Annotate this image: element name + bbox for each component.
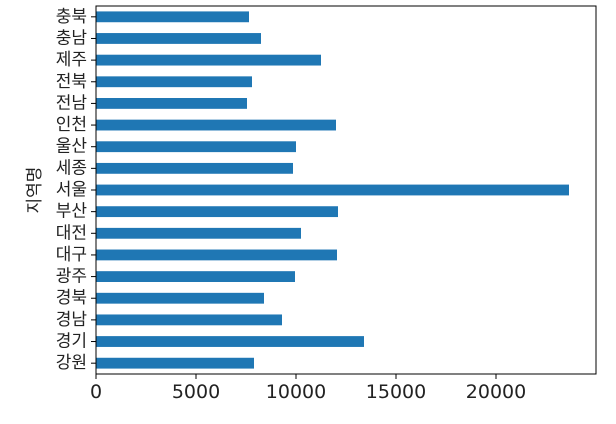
y-tick-label: 충북 xyxy=(56,7,87,27)
y-tick-label: 경북 xyxy=(56,288,87,308)
y-tick-label: 강원 xyxy=(56,353,87,373)
bar-경기 xyxy=(96,336,364,347)
bar-전남 xyxy=(96,98,247,109)
y-axis-label: 지역명 xyxy=(25,167,45,214)
y-tick-label: 대전 xyxy=(56,223,87,243)
bar-세종 xyxy=(96,162,293,174)
bar-강원 xyxy=(96,357,254,369)
bar-충북 xyxy=(96,11,249,23)
bar-서울 xyxy=(96,184,569,196)
x-tick-label: 5000 xyxy=(172,381,220,403)
y-tick-label: 서울 xyxy=(56,180,87,200)
y-tick-label: 경남 xyxy=(56,310,88,330)
y-tick-label: 전북 xyxy=(56,72,87,92)
y-tick-label: 충남 xyxy=(56,28,88,48)
x-tick-label: 15000 xyxy=(366,381,426,403)
y-tick-label: 제주 xyxy=(56,50,87,70)
y-tick-label: 세종 xyxy=(56,158,87,178)
plot-frame xyxy=(95,5,597,375)
y-tick-label: 인천 xyxy=(56,115,87,135)
bar-광주 xyxy=(96,271,295,282)
bar-대전 xyxy=(96,227,301,239)
bar-경북 xyxy=(96,292,264,304)
y-tick-label: 대구 xyxy=(56,245,87,265)
bar-울산 xyxy=(96,141,296,153)
x-axis-ticks: 0 5000 10000 15000 20000 xyxy=(90,374,526,403)
bar-대구 xyxy=(96,249,337,261)
bar-인천 xyxy=(96,119,336,131)
bar-전북 xyxy=(96,76,252,88)
y-tick-label: 광주 xyxy=(56,267,87,287)
bar-충남 xyxy=(96,33,261,44)
y-tick-label: 부산 xyxy=(56,202,88,222)
x-tick-label: 10000 xyxy=(266,381,326,403)
y-tick-label: 울산 xyxy=(56,137,88,157)
bars-layer xyxy=(96,11,569,369)
bar-제주 xyxy=(96,54,321,66)
bar-경남 xyxy=(96,314,282,326)
y-tick-label: 전남 xyxy=(56,93,88,113)
x-tick-label: 20000 xyxy=(466,381,526,403)
y-tick-label: 경기 xyxy=(56,332,87,352)
bar-부산 xyxy=(96,206,338,218)
x-tick-label: 0 xyxy=(90,381,102,403)
